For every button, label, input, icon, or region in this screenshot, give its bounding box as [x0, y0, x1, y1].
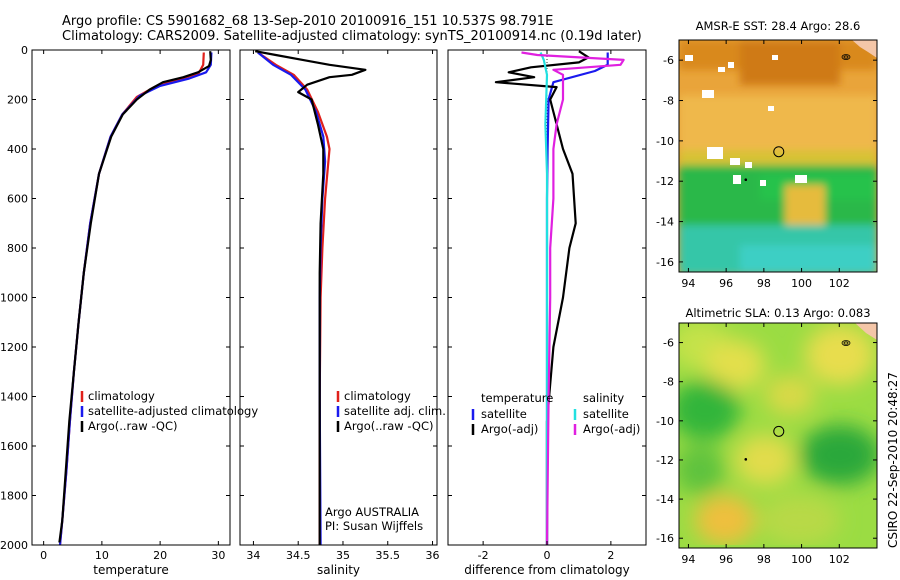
x-tick-label: 98: [757, 553, 771, 566]
x-tick-label: 96: [719, 553, 733, 566]
annotation-text: PI: Susan Wijffels: [325, 519, 423, 533]
y-tick-label: 1200: [0, 341, 28, 354]
x-tick-label: 102: [829, 277, 850, 290]
x-tick-label: 34: [246, 549, 260, 562]
sst-map: [679, 40, 877, 272]
x-tick-label: 96: [719, 277, 733, 290]
temperature-profile-series: [58, 51, 213, 545]
legend-label: climatology: [88, 389, 155, 403]
y-tick-label: 1400: [0, 391, 28, 404]
series-line-3: [539, 52, 549, 545]
annotation-text: Argo AUSTRALIA: [325, 505, 419, 519]
series-line-2: [257, 51, 327, 545]
x-tick-label: 2: [607, 549, 614, 562]
climatology-subtitle: Climatology: CARS2009. Satellite-adjuste…: [62, 29, 642, 44]
x-tick-label: 94: [681, 553, 695, 566]
y-tick-label: 1800: [0, 490, 28, 503]
y-tick-label: -8: [663, 95, 674, 108]
y-tick-label: 1600: [0, 440, 28, 453]
y-tick-label: -12: [656, 175, 674, 188]
y-tick-label: -16: [656, 256, 674, 269]
axes-frame: [239, 49, 438, 546]
sla-map: [679, 323, 877, 548]
series-line-2: [58, 52, 213, 545]
profile-title: Argo profile: CS 5901682_68 13-Sep-2010 …: [62, 14, 554, 29]
legend-label: Argo(..raw -QC): [344, 419, 434, 433]
temperature-profile-panel: 0 10 20 30 0 200 400 600 800 1000 1200 1400 1600 1800…: [0, 44, 258, 577]
x-tick-label: 100: [791, 277, 812, 290]
legend-label: Argo(-adj): [583, 422, 640, 436]
y-tick-label: 2000: [0, 539, 28, 552]
legend-group-header: temperature: [481, 391, 553, 405]
y-tick-label: 800: [7, 242, 28, 255]
legend-label: satellite: [481, 407, 527, 421]
y-tick-label: -12: [656, 454, 674, 467]
difference-profile-series: [494, 50, 625, 545]
map-frame: [678, 322, 878, 549]
island-dot: [744, 458, 748, 461]
series-line-4: [521, 51, 625, 545]
y-tick-label: -6: [663, 54, 674, 67]
y-tick-label: 600: [7, 193, 28, 206]
legend-label: Argo(..raw -QC): [88, 419, 178, 433]
x-tick-label: 36: [426, 549, 440, 562]
x-tick-label: 102: [829, 553, 850, 566]
credit-stamp: CSIRO 22-Sep-2010 20:48:27: [886, 372, 900, 548]
float-position-marker: [773, 146, 785, 158]
y-tick-label: 400: [7, 143, 28, 156]
legend-label: climatology: [344, 389, 411, 403]
legend-label: Argo(-adj): [481, 422, 538, 436]
y-tick-label: -14: [656, 216, 674, 229]
x-tick-label: 35: [336, 549, 350, 562]
x-tick-label: 20: [153, 549, 167, 562]
x-tick-label: 0: [40, 549, 47, 562]
salinity-profile-panel: 34 34.5 35 35.5 36 salinity climatologysatelli…: [239, 49, 446, 577]
legend-group-header: salinity: [583, 391, 624, 405]
series-line-3: [58, 51, 212, 543]
y-tick-label: -14: [656, 493, 674, 506]
y-tick-label: -6: [663, 337, 674, 350]
x-tick-label: 30: [211, 549, 225, 562]
map-title: Altimetric SLA: 0.13 Argo: 0.083: [685, 306, 870, 320]
legend-label: satellite-adjusted climatology: [88, 404, 258, 418]
x-tick-label: 0: [544, 549, 551, 562]
x-tick-label: 10: [95, 549, 109, 562]
sla-map-axes: Altimetric SLA: 0.13 Argo: 0.083 94 96 98 10…: [656, 306, 878, 566]
legend-label: satellite adj. clim.: [344, 404, 446, 418]
x-axis-label: salinity: [317, 563, 360, 577]
x-tick-label: 100: [791, 553, 812, 566]
x-tick-label: 98: [757, 277, 771, 290]
sst-map-axes: AMSR-E SST: 28.4 Argo: 28.6 94 96 98 100 102 -…: [656, 19, 878, 290]
y-tick-label: 0: [21, 44, 28, 57]
map-frame: [678, 39, 878, 273]
salinity-profile-series: [255, 50, 367, 545]
y-tick-label: 200: [7, 94, 28, 107]
x-tick-label: 94: [681, 277, 695, 290]
float-position-marker: [773, 425, 785, 437]
y-tick-label: -10: [656, 415, 674, 428]
series-line-2: [494, 50, 590, 545]
x-tick-label: 34.5: [286, 549, 311, 562]
island-dot: [744, 178, 748, 182]
y-tick-label: -8: [663, 376, 674, 389]
y-tick-label: 1000: [0, 292, 28, 305]
x-axis-label: temperature: [93, 563, 168, 577]
x-tick-label: -2: [478, 549, 489, 562]
map-title: AMSR-E SST: 28.4 Argo: 28.6: [696, 19, 861, 33]
y-tick-label: -16: [656, 532, 674, 545]
axes-frame: [31, 49, 231, 546]
x-tick-label: 35.5: [376, 549, 401, 562]
y-tick-label: -10: [656, 135, 674, 148]
legend-label: satellite: [583, 407, 629, 421]
series-line-3: [255, 50, 367, 545]
x-axis-label: difference from climatology: [464, 563, 630, 577]
